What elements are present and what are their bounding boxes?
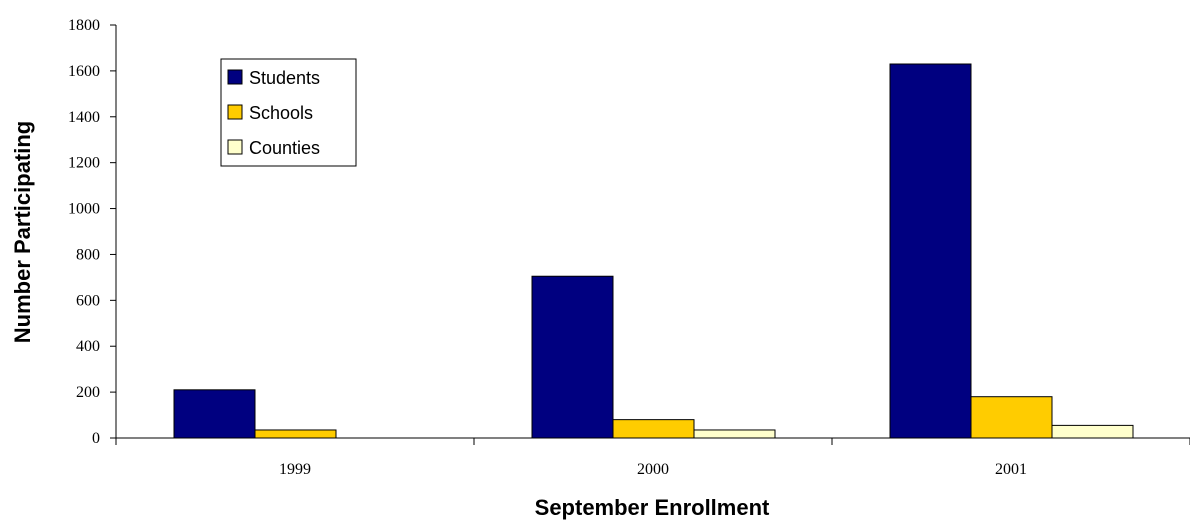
x-axis: 1999 2000 2001 <box>115 437 1190 478</box>
legend: Students Schools Counties <box>220 58 357 167</box>
legend-swatch-counties <box>227 139 243 155</box>
x-tick-label: 1999 <box>279 461 311 478</box>
bar-schools-2000 <box>612 419 695 439</box>
legend-swatch-schools <box>227 104 243 120</box>
y-axis: 0 200 400 600 800 1000 1200 1400 1600 1800 <box>68 17 117 447</box>
y-tick-label: 1200 <box>68 155 100 172</box>
x-tick-label: 2000 <box>637 461 669 478</box>
bar-schools-1999 <box>254 429 337 439</box>
y-tick-label: 1000 <box>68 201 100 218</box>
bar-counties-2001 <box>1051 424 1134 439</box>
y-tick-label: 1600 <box>68 63 100 80</box>
bar-students-1999 <box>173 389 256 439</box>
legend-swatch-students <box>227 69 243 85</box>
legend-label-students: Students <box>249 68 320 88</box>
x-axis-title: September Enrollment <box>535 495 770 520</box>
y-tick-label: 1400 <box>68 109 100 126</box>
legend-label-counties: Counties <box>249 138 320 158</box>
y-tick-label: 200 <box>76 384 100 401</box>
y-tick-label: 0 <box>92 430 100 447</box>
y-axis-title: Number Participating <box>10 121 35 343</box>
bar-counties-2000 <box>693 429 776 439</box>
y-tick-label: 400 <box>76 338 100 355</box>
legend-label-schools: Schools <box>249 103 313 123</box>
bar-students-2001 <box>889 63 972 439</box>
bar-students-2000 <box>531 275 614 439</box>
bars <box>173 63 1134 439</box>
x-tick-label: 2001 <box>995 461 1027 478</box>
y-tick-label: 800 <box>76 246 100 263</box>
legend-box <box>220 58 357 167</box>
y-tick-label: 1800 <box>68 17 100 34</box>
y-tick-label: 600 <box>76 292 100 309</box>
bar-schools-2001 <box>970 396 1053 439</box>
